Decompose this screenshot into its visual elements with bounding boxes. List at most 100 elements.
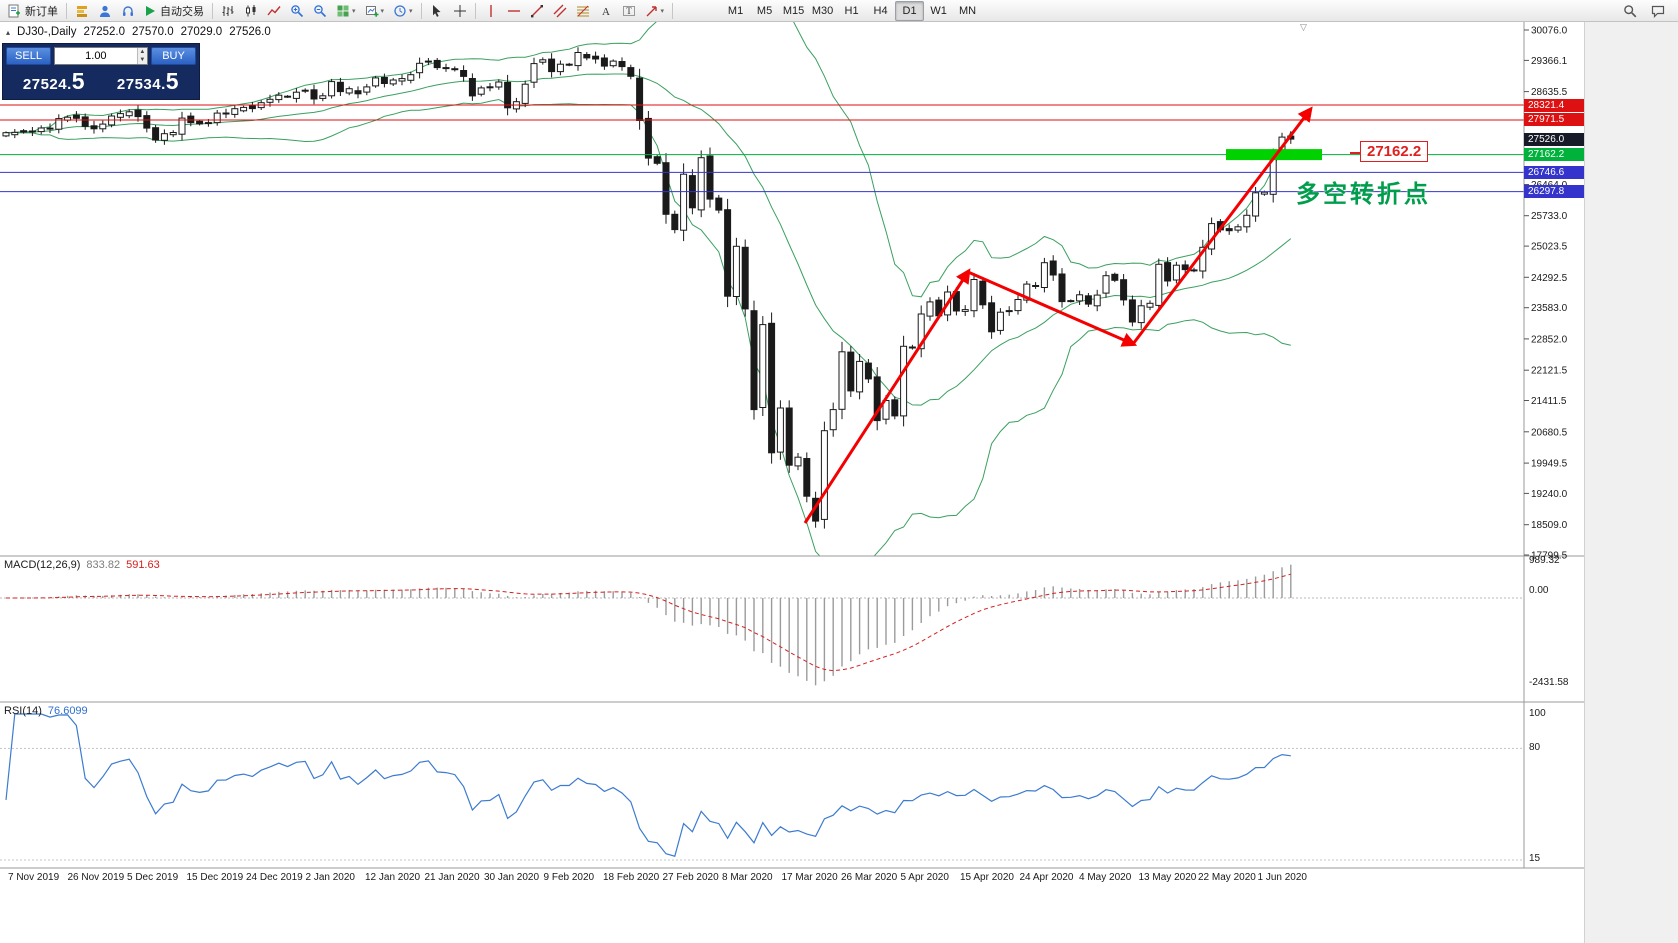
channel-icon (553, 4, 567, 17)
trend-arrows[interactable] (803, 106, 1313, 524)
turning-point-text[interactable]: 多空转折点 (1296, 181, 1431, 208)
price-tag-26297.8: 26297.8 (1524, 185, 1584, 199)
price-annotation-box[interactable]: 27162.2 (1349, 141, 1429, 162)
volume-arrows: ▲ ▼ (136, 48, 147, 64)
headset-icon (123, 5, 133, 16)
timeframe-button-m5[interactable]: M5 (756, 4, 773, 17)
sell-button[interactable]: SELL (6, 47, 51, 65)
one-click-toggle-icon[interactable]: ▴ (6, 27, 11, 37)
trend-arrow[interactable] (967, 270, 1138, 347)
channel-button[interactable] (549, 1, 571, 21)
symbol-period-label: DJ30-,Daily (17, 26, 77, 38)
autotrading-button[interactable]: 自动交易 (140, 1, 208, 21)
time-axis-strip[interactable] (0, 868, 1524, 884)
zoom-in-button[interactable] (286, 1, 308, 21)
price-tick: 25023.5 (1531, 242, 1568, 253)
panel-separator[interactable] (0, 700, 1524, 704)
timeframe-button-m15[interactable]: M15 (782, 4, 805, 17)
community-button[interactable] (94, 1, 116, 21)
volume-input[interactable] (55, 48, 137, 64)
macd-axis-top: 989.32 (1529, 555, 1560, 566)
price-tick: 23583.0 (1531, 303, 1568, 314)
rsi-axis-top: 100 (1529, 708, 1546, 719)
rsi-title: RSI(14) 76.6099 (4, 705, 88, 717)
date-label: 27 Feb 2020 (663, 872, 720, 883)
trend-arrow[interactable] (803, 268, 971, 524)
timeframe-button-h1[interactable]: H1 (844, 4, 859, 17)
volume-stepper[interactable]: ▲ ▼ (54, 47, 148, 65)
timeframe-group: M1 M5 M15 M30 H1 H4 D1 W1 MN (721, 0, 982, 21)
horizontal-line-button[interactable] (503, 1, 525, 21)
new-order-button[interactable]: 新订单 (3, 1, 62, 21)
macd-title: MACD(12,26,9) 833.82 591.63 (4, 559, 160, 571)
fibonacci-button[interactable] (572, 1, 594, 21)
svg-text:A: A (602, 6, 610, 18)
profiles-button[interactable] (389, 1, 417, 21)
label-button[interactable]: T (618, 1, 640, 21)
cursor-button[interactable] (426, 1, 448, 21)
date-label: 26 Nov 2019 (68, 872, 125, 883)
horizontal-line-icon (507, 9, 520, 12)
high-value: 27570.0 (132, 26, 174, 38)
search-button[interactable] (1619, 1, 1641, 21)
level-lines[interactable] (0, 104, 1524, 193)
depth-of-market-button[interactable] (71, 1, 93, 21)
price-axis-strip[interactable] (1524, 22, 1584, 868)
close-value: 27526.0 (229, 26, 271, 38)
date-label: 1 Jun 2020 (1258, 872, 1308, 883)
volume-down-icon[interactable]: ▼ (137, 56, 147, 64)
separator (420, 2, 422, 19)
feedback-button[interactable] (1647, 1, 1669, 21)
crosshair-button[interactable] (449, 1, 471, 21)
timeframe-button-m1[interactable]: M1 (727, 4, 744, 17)
timeframe-button-w1[interactable]: W1 (930, 4, 947, 17)
date-label: 30 Jan 2020 (484, 872, 539, 883)
chart-shift-marker[interactable]: ▽ (1300, 22, 1307, 32)
timeframe-button-mn[interactable]: MN (959, 4, 977, 17)
price-tick: 22121.5 (1531, 366, 1568, 377)
bid-ask-prices: 27524.5 27534.5 (3, 67, 199, 99)
person-icon (100, 5, 110, 17)
date-label: 5 Dec 2019 (127, 872, 179, 883)
price-tick: 29366.1 (1531, 56, 1568, 67)
zoom-out-button[interactable] (309, 1, 331, 21)
macd-signal-value: 591.63 (126, 559, 160, 571)
candlestick-chart-icon (246, 4, 256, 16)
price-tag-27526.0: 27526.0 (1524, 132, 1584, 146)
date-label: 15 Apr 2020 (960, 872, 1014, 883)
vertical-line-button[interactable] (480, 1, 502, 21)
price-tick: 24292.5 (1531, 273, 1568, 284)
chart-canvas[interactable]: 30076.029366.128635.526464.025733.025023… (0, 22, 1584, 943)
tile-windows-button[interactable] (332, 1, 360, 21)
text-button[interactable]: A (595, 1, 617, 21)
label-icon: T (622, 5, 635, 16)
timeframe-button-h4[interactable]: H4 (873, 4, 888, 17)
candlesticks (2, 47, 1295, 529)
timeframe-button-d1[interactable]: D1 (895, 0, 925, 21)
buy-price: 27534.5 (116, 68, 180, 94)
price-tick: 20680.5 (1531, 427, 1568, 438)
zoom-in-icon (291, 4, 304, 17)
rsi-axis-mid: 80 (1529, 742, 1541, 753)
support-zone-bar[interactable] (1226, 149, 1322, 161)
price-tick: 22852.0 (1531, 334, 1568, 345)
price-tag-27971.5: 27971.5 (1524, 113, 1584, 127)
volume-up-icon[interactable]: ▲ (137, 48, 147, 56)
shapes-button[interactable] (641, 1, 669, 21)
buy-button[interactable]: BUY (151, 47, 196, 65)
trend-arrow[interactable] (1131, 106, 1313, 345)
bar-chart-button[interactable] (217, 1, 239, 21)
date-label: 24 Apr 2020 (1020, 872, 1074, 883)
trendline-button[interactable] (526, 1, 548, 21)
chart-window[interactable]: 30076.029366.128635.526464.025733.025023… (0, 22, 1584, 943)
timeframe-button-m30[interactable]: M30 (811, 4, 834, 17)
candlestick-chart-button[interactable] (240, 1, 262, 21)
highlight-zone[interactable] (1226, 149, 1322, 161)
new-chart-button[interactable] (361, 1, 389, 21)
panel-separator[interactable] (0, 554, 1524, 558)
price-tick: 21411.5 (1531, 396, 1567, 407)
line-chart-button[interactable] (263, 1, 285, 21)
macd-signal-line (6, 573, 1291, 672)
date-label: 9 Feb 2020 (544, 872, 595, 883)
support-button[interactable] (117, 1, 139, 21)
